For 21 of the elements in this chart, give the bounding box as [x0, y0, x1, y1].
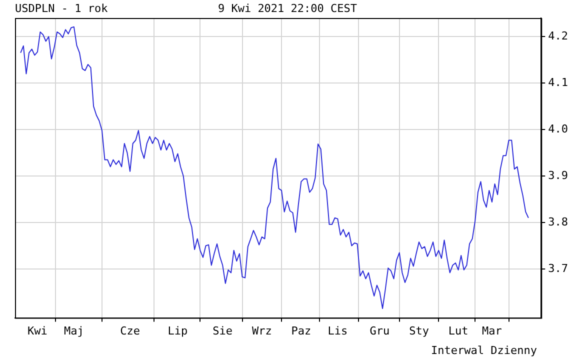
x-tick-label: Gru: [370, 324, 390, 338]
y-tick-label: 4.2: [548, 29, 568, 42]
x-tick-label: Sty: [409, 324, 430, 338]
x-tick-label: Cze: [120, 324, 140, 338]
x-tick-label: Maj: [64, 324, 84, 338]
y-tick-label: 3.7: [548, 262, 568, 275]
chart-subtitle: 9 Kwi 2021 22:00 CEST: [218, 2, 358, 15]
x-tick-label: Wrz: [252, 324, 272, 338]
x-tick-label: Lis: [328, 324, 348, 338]
x-tick-label: Mar: [482, 324, 502, 338]
y-tick-label: 3.9: [548, 168, 568, 182]
y-tick-label: 4.0: [548, 122, 568, 136]
chart-title: USDPLN - 1 rok: [15, 2, 108, 15]
x-tick-label: Paz: [291, 324, 312, 338]
x-tick-label: Lut: [448, 324, 468, 338]
x-tick-label: Sie: [212, 324, 233, 338]
y-tick-label: 4.1: [548, 76, 568, 89]
x-tick-label: Kwi: [28, 324, 48, 338]
text: Interwal Dzienny: [431, 344, 537, 357]
x-tick-label: Lip: [168, 324, 188, 338]
y-tick-label: 3.8: [548, 215, 568, 228]
